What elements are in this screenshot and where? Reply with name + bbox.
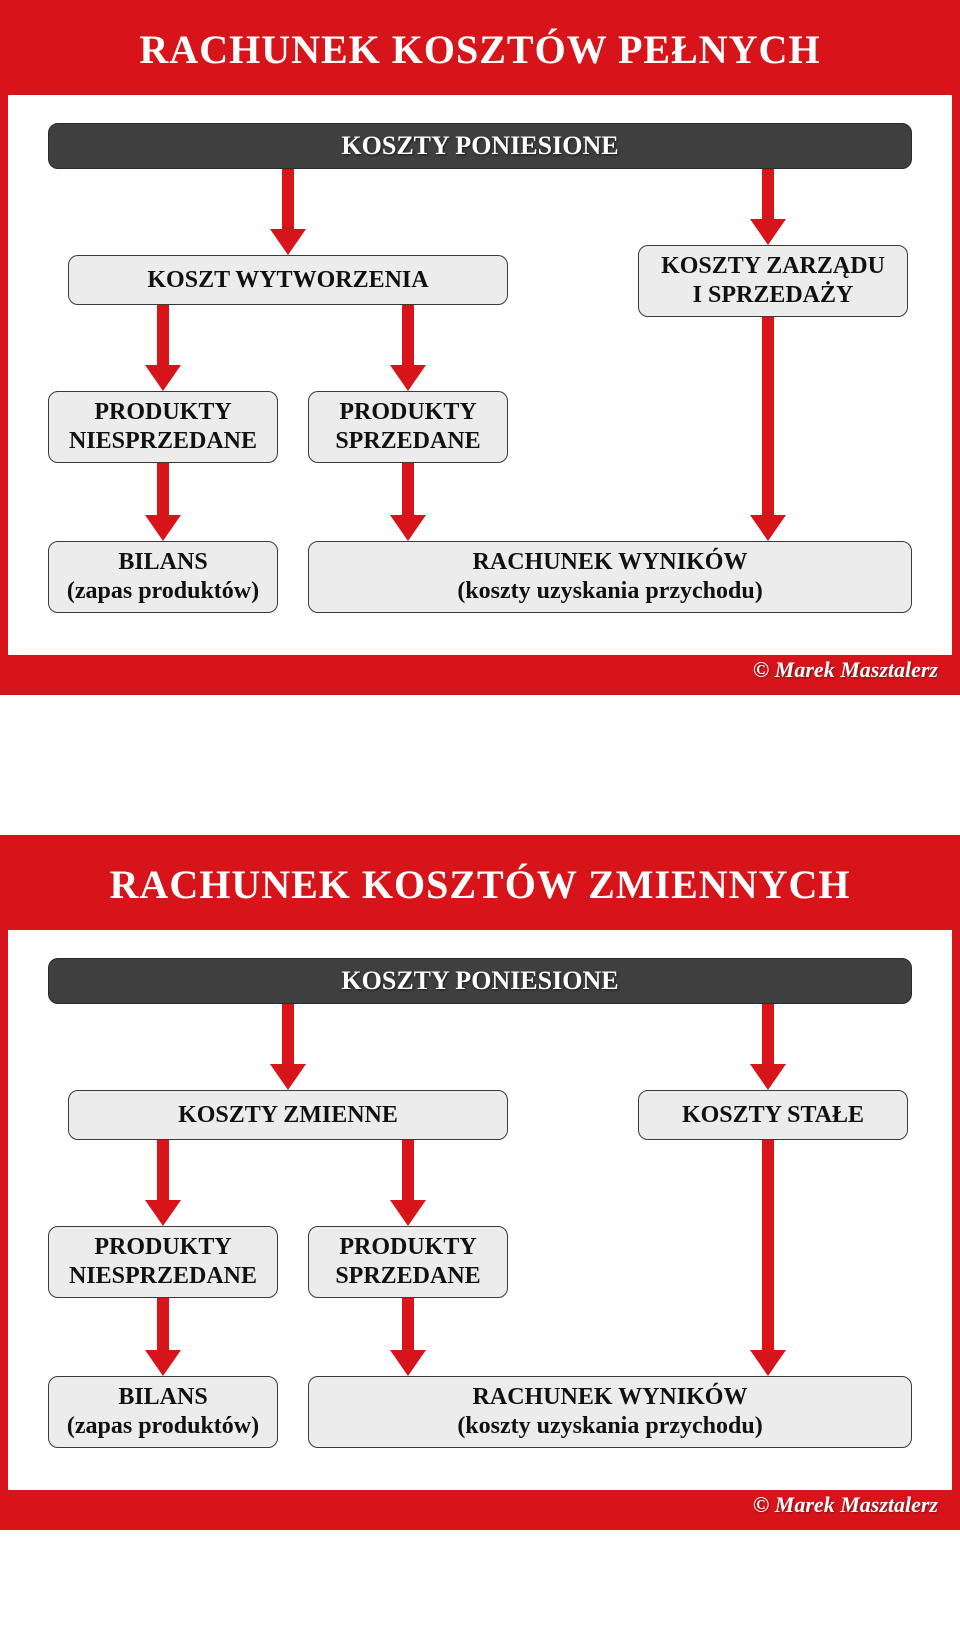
node-koszty-stale: KOSZTY STAŁE: [638, 1090, 908, 1140]
slide-1-canvas: KOSZTY PONIESIONE KOSZT WYTWORZENIA KOSZ…: [8, 95, 952, 655]
node-label-line2: NIESPRZEDANE: [69, 427, 257, 456]
node-label-line1: PRODUKTY: [339, 398, 476, 427]
node-label-line1: PRODUKTY: [94, 398, 231, 427]
node-label-line1: RACHUNEK WYNIKÓW: [473, 548, 748, 577]
node-label-line2: SPRZEDANE: [335, 427, 480, 456]
node-label-line2: SPRZEDANE: [335, 1262, 480, 1291]
node-produkty-sprzedane: PRODUKTY SPRZEDANE: [308, 1226, 508, 1298]
node-koszty-zarzadu: KOSZTY ZARZĄDU I SPRZEDAŻY: [638, 245, 908, 317]
node-label: KOSZTY PONIESIONE: [341, 130, 618, 161]
node-label: KOSZTY PONIESIONE: [341, 965, 618, 996]
node-rachunek-wynikow: RACHUNEK WYNIKÓW (koszty uzyskania przyc…: [308, 1376, 912, 1448]
node-label: KOSZTY ZMIENNE: [178, 1101, 398, 1130]
slide-2-title: RACHUNEK KOSZTÓW ZMIENNYCH: [8, 843, 952, 930]
slide-1-footer: © Marek Masztalerz: [8, 655, 952, 687]
slide-2-footer: © Marek Masztalerz: [8, 1490, 952, 1522]
node-label-line1: PRODUKTY: [339, 1233, 476, 1262]
node-produkty-niesprzedane: PRODUKTY NIESPRZEDANE: [48, 391, 278, 463]
node-label: KOSZTY STAŁE: [682, 1101, 864, 1130]
page: RACHUNEK KOSZTÓW PEŁNYCH KOSZTY PONIESIO…: [0, 0, 960, 1530]
node-label-line1: BILANS: [118, 1383, 207, 1412]
node-label-line2: (koszty uzyskania przychodu): [457, 577, 762, 606]
node-label-line1: KOSZTY ZARZĄDU: [661, 252, 885, 281]
node-bilans: BILANS (zapas produktów): [48, 541, 278, 613]
node-label-line2: (zapas produktów): [67, 1412, 259, 1441]
node-label: KOSZT WYTWORZENIA: [147, 266, 428, 295]
node-label-line2: I SPRZEDAŻY: [693, 281, 854, 310]
node-produkty-sprzedane: PRODUKTY SPRZEDANE: [308, 391, 508, 463]
node-label-line2: (koszty uzyskania przychodu): [457, 1412, 762, 1441]
node-koszty-poniesione: KOSZTY PONIESIONE: [48, 123, 912, 169]
node-koszty-zmienne: KOSZTY ZMIENNE: [68, 1090, 508, 1140]
slide-2-canvas: KOSZTY PONIESIONE KOSZTY ZMIENNE KOSZTY …: [8, 930, 952, 1490]
node-bilans: BILANS (zapas produktów): [48, 1376, 278, 1448]
node-produkty-niesprzedane: PRODUKTY NIESPRZEDANE: [48, 1226, 278, 1298]
slide-1: RACHUNEK KOSZTÓW PEŁNYCH KOSZTY PONIESIO…: [0, 0, 960, 695]
slide-1-title: RACHUNEK KOSZTÓW PEŁNYCH: [8, 8, 952, 95]
node-label-line2: (zapas produktów): [67, 577, 259, 606]
node-koszty-poniesione: KOSZTY PONIESIONE: [48, 958, 912, 1004]
node-label-line2: NIESPRZEDANE: [69, 1262, 257, 1291]
node-label-line1: RACHUNEK WYNIKÓW: [473, 1383, 748, 1412]
node-koszt-wytworzenia: KOSZT WYTWORZENIA: [68, 255, 508, 305]
slide-2: RACHUNEK KOSZTÓW ZMIENNYCH KOSZTY PONIES…: [0, 835, 960, 1530]
node-label-line1: PRODUKTY: [94, 1233, 231, 1262]
node-rachunek-wynikow: RACHUNEK WYNIKÓW (koszty uzyskania przyc…: [308, 541, 912, 613]
node-label-line1: BILANS: [118, 548, 207, 577]
